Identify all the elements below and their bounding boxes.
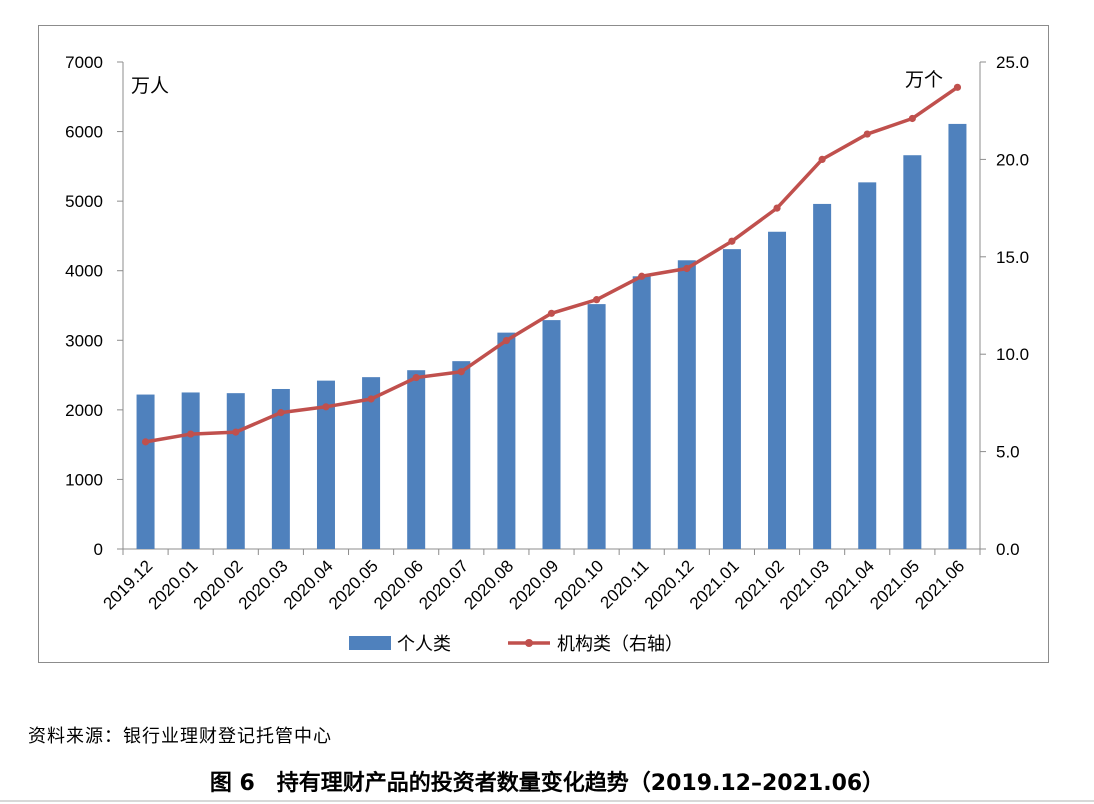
- chart-frame: [38, 25, 1049, 663]
- bar: [858, 182, 877, 549]
- right-unit-label: 万个: [905, 69, 943, 91]
- left-tick-label: 1000: [65, 470, 103, 489]
- legend-label-line: 机构类（右轴）: [557, 634, 683, 655]
- line-point: [412, 373, 420, 382]
- left-tick-label: 5000: [65, 192, 103, 211]
- line-point: [863, 130, 871, 138]
- x-tick-label: 2020.10: [551, 556, 608, 613]
- right-tick-label: 15.0: [996, 248, 1029, 267]
- bar: [587, 304, 606, 549]
- line-point: [457, 368, 465, 376]
- bar: [677, 260, 696, 549]
- bottom-rule: [0, 800, 1094, 802]
- bar: [722, 249, 741, 549]
- bar: [903, 155, 922, 549]
- line-point: [773, 204, 781, 212]
- x-tick-label: 2020.07: [415, 556, 472, 613]
- left-tick-label: 3000: [65, 331, 103, 350]
- x-tick-label: 2020.12: [641, 556, 698, 613]
- x-tick-label: 2020.03: [235, 556, 292, 613]
- line-point: [187, 430, 195, 438]
- bar: [362, 377, 381, 549]
- x-tick-label: 2021.04: [821, 556, 878, 613]
- line-point: [367, 395, 375, 403]
- bar: [768, 231, 787, 550]
- left-tick-label: 2000: [65, 401, 103, 420]
- x-tick-label: 2021.01: [686, 556, 743, 613]
- bar: [542, 320, 561, 549]
- line-point: [818, 155, 826, 163]
- line-point: [232, 428, 240, 436]
- right-tick-label: 10.0: [996, 345, 1029, 364]
- line-point: [322, 403, 330, 411]
- right-tick-label: 20.0: [996, 150, 1029, 169]
- legend-swatch-bar: [349, 636, 391, 650]
- bar: [632, 276, 651, 549]
- x-tick-label: 2021.06: [911, 556, 968, 613]
- x-tick-label: 2020.09: [505, 556, 562, 613]
- x-tick-label: 2020.02: [190, 556, 247, 613]
- line-point: [953, 83, 962, 91]
- source-note: 资料来源：银行业理财登记托管中心: [28, 726, 332, 747]
- line-point: [547, 309, 556, 317]
- legend-swatch-point: [525, 639, 533, 647]
- line-point: [277, 409, 285, 417]
- x-tick-label: 2021.03: [776, 556, 833, 613]
- x-tick-label: 2020.06: [370, 556, 427, 613]
- bar: [948, 123, 967, 549]
- right-tick-label: 0.0: [996, 540, 1020, 559]
- x-tick-label: 2021.02: [731, 556, 788, 613]
- left-tick-label: 7000: [65, 53, 103, 72]
- x-tick-label: 2020.04: [280, 556, 337, 613]
- legend-label-bar: 个人类: [397, 634, 451, 655]
- bar: [181, 392, 200, 549]
- left-tick-label: 0: [94, 540, 103, 559]
- figure-caption: 图 6 持有理财产品的投资者数量变化趋势（2019.12–2021.06）: [209, 771, 885, 796]
- line-point: [638, 272, 646, 280]
- left-tick-label: 4000: [65, 262, 103, 281]
- x-tick-label: 2020.01: [145, 556, 202, 613]
- bar: [497, 332, 516, 549]
- left-unit-label: 万人: [131, 75, 169, 97]
- bar: [271, 388, 290, 549]
- line-point: [908, 114, 916, 123]
- x-tick-label: 2019.12: [99, 556, 156, 613]
- line-point: [683, 264, 691, 273]
- line-point: [502, 336, 510, 345]
- line-point: [728, 237, 736, 245]
- bar: [316, 380, 335, 549]
- bar: [452, 361, 471, 549]
- x-tick-label: 2021.05: [866, 556, 923, 613]
- bar: [136, 394, 155, 549]
- right-tick-label: 25.0: [996, 53, 1029, 72]
- line-point: [141, 438, 150, 446]
- right-tick-label: 5.0: [996, 443, 1020, 462]
- bar: [226, 393, 245, 549]
- line-point: [593, 296, 601, 304]
- x-tick-label: 2020.05: [325, 556, 382, 613]
- bar: [407, 370, 426, 549]
- left-tick-label: 6000: [65, 123, 103, 142]
- x-tick-label: 2020.08: [460, 556, 517, 613]
- bar: [813, 203, 832, 549]
